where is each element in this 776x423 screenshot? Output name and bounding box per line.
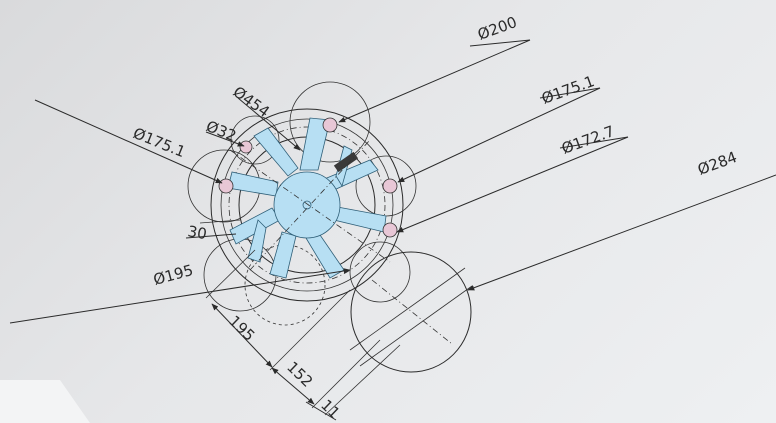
- extension-line: [269, 289, 351, 371]
- leader-d172-shelf: [559, 136, 629, 149]
- label-d284: Ø284: [695, 148, 739, 179]
- label-d195: Ø195: [151, 261, 195, 289]
- label-d200: Ø200: [475, 13, 519, 44]
- label-d172-7: Ø172.7: [559, 122, 617, 158]
- leader-d454: [237, 97, 301, 151]
- satellite-circle-topleft: [230, 115, 280, 165]
- corner-panel: [0, 380, 90, 423]
- leader-d32: [205, 131, 245, 147]
- bolt-hole: [218, 178, 234, 194]
- spokes: [227, 117, 387, 279]
- spoke: [227, 171, 279, 197]
- spoke: [269, 231, 297, 279]
- leader-d172: [396, 136, 629, 233]
- detail-view: [349, 251, 473, 373]
- detail-centerline: [371, 279, 453, 345]
- bolt-hole: [382, 222, 398, 238]
- leader-d284: [467, 174, 776, 291]
- label-d32: Ø32: [204, 117, 239, 145]
- bottom-dimensions: [205, 249, 401, 421]
- leader-d175-left: [34, 99, 223, 184]
- spoke: [253, 127, 299, 177]
- satellite-circle-bottomleft: [203, 238, 277, 312]
- label-152: 152: [283, 358, 316, 391]
- detail-line: [349, 267, 466, 351]
- leader-d195: [9, 268, 351, 324]
- spoke: [331, 205, 387, 233]
- label-195: 195: [225, 312, 258, 345]
- extension-line: [324, 344, 401, 416]
- extension-line: [311, 339, 381, 409]
- hatched-block: [333, 151, 359, 173]
- dimline-152: [271, 367, 315, 405]
- pitch-circle: [228, 126, 386, 284]
- leader-d175-right-shelf: [539, 87, 601, 99]
- leader-30b: [199, 219, 241, 224]
- leader-d175-right: [397, 87, 601, 183]
- leader-30: [185, 233, 237, 239]
- label-11: 11: [317, 396, 343, 422]
- hub-center: [302, 200, 312, 210]
- bolt-hole: [322, 117, 338, 133]
- center-line: [249, 139, 371, 271]
- leader-d200-shelf: [469, 39, 531, 47]
- outer-circle: [210, 108, 404, 302]
- satellite-circle-top: [289, 81, 371, 163]
- bolt-hole: [239, 140, 253, 154]
- dimline-195: [211, 303, 273, 368]
- label-30: 30: [186, 222, 208, 243]
- hub: [273, 171, 341, 239]
- hub-assembly: [187, 81, 417, 326]
- bolt-hole: [382, 178, 398, 194]
- detail-line: [359, 285, 473, 367]
- leaders: [9, 39, 776, 324]
- dimline-11: [305, 401, 337, 421]
- detail-circle: [350, 251, 472, 373]
- spoke: [247, 219, 267, 263]
- leader-d200: [338, 39, 531, 123]
- outer-circle-2: [220, 118, 394, 292]
- label-d454: Ø454: [230, 83, 273, 121]
- extension-line: [205, 249, 256, 299]
